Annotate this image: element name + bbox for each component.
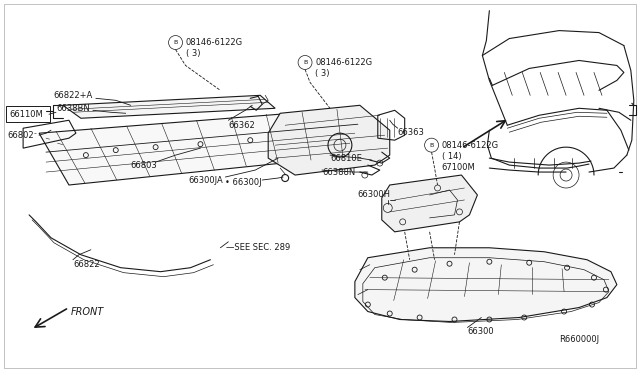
Text: 66110M: 66110M (9, 110, 43, 119)
Text: • 66300J: • 66300J (225, 177, 262, 186)
Text: 66388N: 66388N (322, 167, 355, 177)
Text: 66822+A: 66822+A (53, 91, 92, 100)
Polygon shape (268, 105, 390, 175)
Text: ( 3): ( 3) (315, 69, 330, 78)
Text: ( 3): ( 3) (186, 49, 200, 58)
Text: B: B (173, 40, 178, 45)
Text: 08146-6122G: 08146-6122G (186, 38, 243, 47)
Text: B: B (429, 142, 434, 148)
Text: 08146-6122G: 08146-6122G (442, 141, 499, 150)
Text: 08146-6122G: 08146-6122G (315, 58, 372, 67)
Polygon shape (39, 108, 380, 185)
Text: —SEE SEC. 289: —SEE SEC. 289 (227, 243, 291, 252)
Text: ( 14): ( 14) (442, 152, 461, 161)
Text: R660000J: R660000J (559, 335, 599, 344)
Text: 6638BN: 6638BN (56, 104, 90, 113)
Polygon shape (63, 95, 275, 118)
Text: B: B (303, 60, 307, 65)
Text: 66300JA: 66300JA (189, 176, 223, 185)
Text: 66803: 66803 (131, 161, 157, 170)
Text: FRONT: FRONT (71, 307, 104, 317)
Polygon shape (355, 248, 617, 321)
Text: 67100M: 67100M (442, 163, 476, 171)
Text: 66802: 66802 (7, 131, 34, 140)
Text: 66810E: 66810E (330, 154, 362, 163)
Text: 66822: 66822 (73, 260, 100, 269)
Text: 66300H: 66300H (358, 190, 391, 199)
Text: 66300: 66300 (467, 327, 494, 336)
Text: 66363: 66363 (397, 128, 424, 137)
Text: 66362: 66362 (228, 121, 255, 130)
Polygon shape (382, 175, 477, 232)
